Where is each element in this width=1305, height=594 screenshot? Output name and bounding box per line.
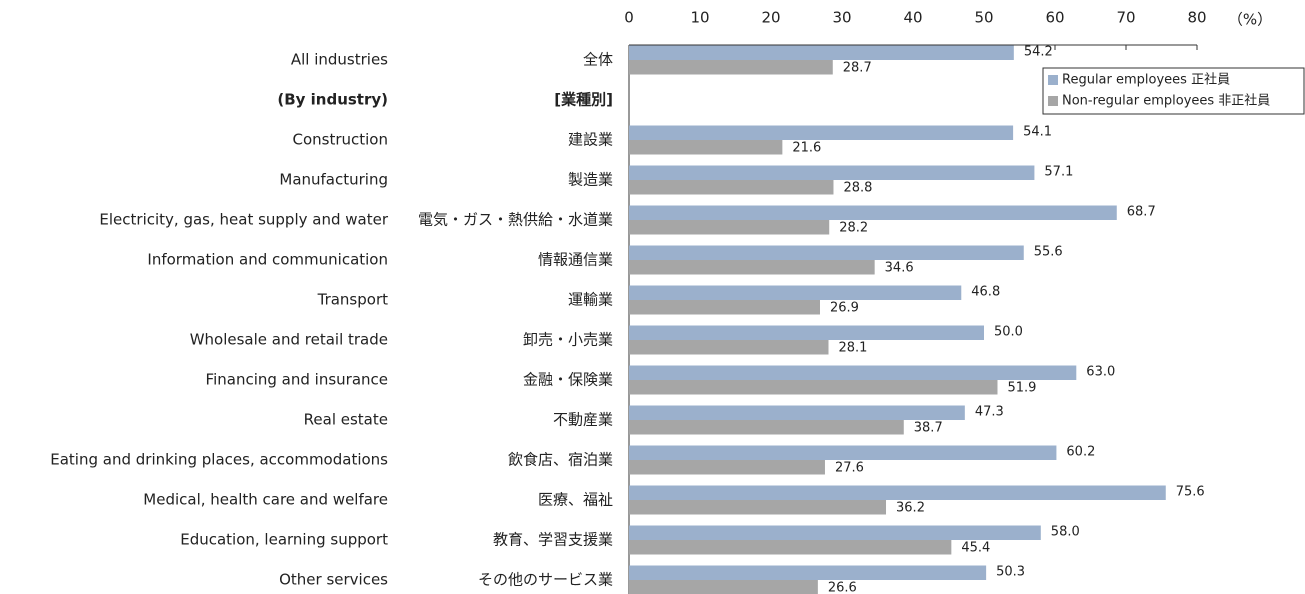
bar (629, 565, 987, 580)
x-tick-label: 30 (832, 9, 851, 27)
category-label: Construction (292, 131, 388, 149)
value-label: 57.1 (1044, 165, 1073, 180)
category-label: Wholesale and retail trade (190, 331, 388, 349)
value-label: 50.3 (996, 565, 1025, 580)
x-tick-label: 40 (903, 9, 922, 27)
value-label: 46.8 (971, 285, 1000, 300)
value-label: 54.2 (1024, 45, 1053, 60)
category-label-ja: 教育、学習支援業 (493, 531, 613, 549)
bar (629, 205, 1117, 220)
x-tick-label: 80 (1187, 9, 1206, 27)
category-label-ja: 建設業 (568, 131, 613, 149)
category-label-ja: 情報通信業 (538, 251, 613, 269)
x-tick-label: 0 (624, 9, 634, 27)
value-label: 34.6 (885, 261, 914, 276)
bar (629, 525, 1041, 540)
category-label: (By industry) (277, 91, 388, 109)
bar (629, 340, 829, 355)
value-label: 27.6 (835, 461, 864, 476)
bar (629, 420, 904, 435)
category-label: Education, learning support (180, 531, 388, 549)
bar (629, 60, 833, 75)
bar (629, 445, 1057, 460)
category-label-ja: 卸売・小売業 (523, 331, 613, 349)
bar (629, 380, 998, 395)
bar (629, 300, 820, 315)
value-label: 45.4 (961, 541, 990, 556)
category-label: Medical, health care and welfare (143, 491, 388, 509)
bar (629, 405, 965, 420)
value-label: 75.6 (1176, 485, 1205, 500)
legend-label: Regular employees 正社員 (1062, 72, 1230, 88)
bar (629, 45, 1014, 60)
value-label: 68.7 (1127, 205, 1156, 220)
bar (629, 220, 830, 235)
value-label: 51.9 (1007, 381, 1036, 396)
category-label-ja: 飲食店、宿泊業 (508, 451, 613, 469)
value-label: 21.6 (792, 141, 821, 156)
bar (629, 580, 818, 594)
category-label-ja: 医療、福祉 (538, 491, 613, 509)
value-label: 36.2 (896, 501, 925, 516)
bar (629, 285, 962, 300)
category-label-ja: 不動産業 (553, 411, 613, 429)
legend-swatch (1048, 75, 1058, 85)
legend-swatch (1048, 96, 1058, 106)
category-label: Manufacturing (279, 171, 388, 189)
bar (629, 540, 952, 555)
value-label: 38.7 (914, 421, 943, 436)
category-label-ja: 運輸業 (568, 291, 613, 309)
x-unit: （%） (1228, 11, 1272, 29)
category-label: Other services (279, 571, 388, 589)
bar (629, 125, 1014, 140)
bar (629, 140, 783, 155)
bar (629, 365, 1077, 380)
category-label: Electricity, gas, heat supply and water (99, 211, 388, 229)
value-label: 54.1 (1023, 125, 1052, 140)
value-label: 28.7 (843, 61, 872, 76)
value-label: 63.0 (1086, 365, 1115, 380)
value-label: 47.3 (975, 405, 1004, 420)
category-label: Financing and insurance (206, 371, 388, 389)
bar (629, 325, 984, 340)
value-label: 60.2 (1066, 445, 1095, 460)
value-label: 28.8 (843, 181, 872, 196)
legend-label: Non-regular employees 非正社員 (1062, 93, 1270, 109)
value-label: 55.6 (1034, 245, 1063, 260)
bar (629, 500, 887, 515)
category-label-ja: 全体 (583, 51, 613, 69)
bar (629, 460, 825, 475)
legend-box (1042, 67, 1305, 115)
value-label: 58.0 (1051, 525, 1080, 540)
category-label: Information and communication (147, 251, 388, 269)
bar (629, 245, 1024, 260)
bar (629, 165, 1035, 180)
category-label: Eating and drinking places, accommodatio… (50, 451, 388, 469)
category-label: All industries (291, 51, 388, 69)
value-label: 28.2 (839, 221, 868, 236)
value-label: 50.0 (994, 325, 1023, 340)
value-label: 28.1 (839, 341, 868, 356)
category-label: Real estate (304, 411, 388, 429)
category-label-ja: その他のサービス業 (478, 571, 613, 589)
x-tick-label: 20 (761, 9, 780, 27)
category-label: Transport (317, 291, 389, 309)
bar (629, 260, 875, 275)
category-label-ja: 電気・ガス・熱供給・水道業 (418, 211, 613, 229)
bar (629, 180, 834, 195)
x-tick-label: 60 (1045, 9, 1064, 27)
x-tick-label: 50 (974, 9, 993, 27)
value-label: 26.9 (830, 301, 859, 316)
category-label-ja: [業種別] (554, 91, 613, 109)
bar (629, 485, 1166, 500)
x-tick-label: 70 (1116, 9, 1135, 27)
value-label: 26.6 (828, 581, 857, 594)
x-tick-label: 10 (690, 9, 709, 27)
category-label-ja: 金融・保険業 (523, 371, 613, 389)
category-label-ja: 製造業 (568, 171, 613, 189)
